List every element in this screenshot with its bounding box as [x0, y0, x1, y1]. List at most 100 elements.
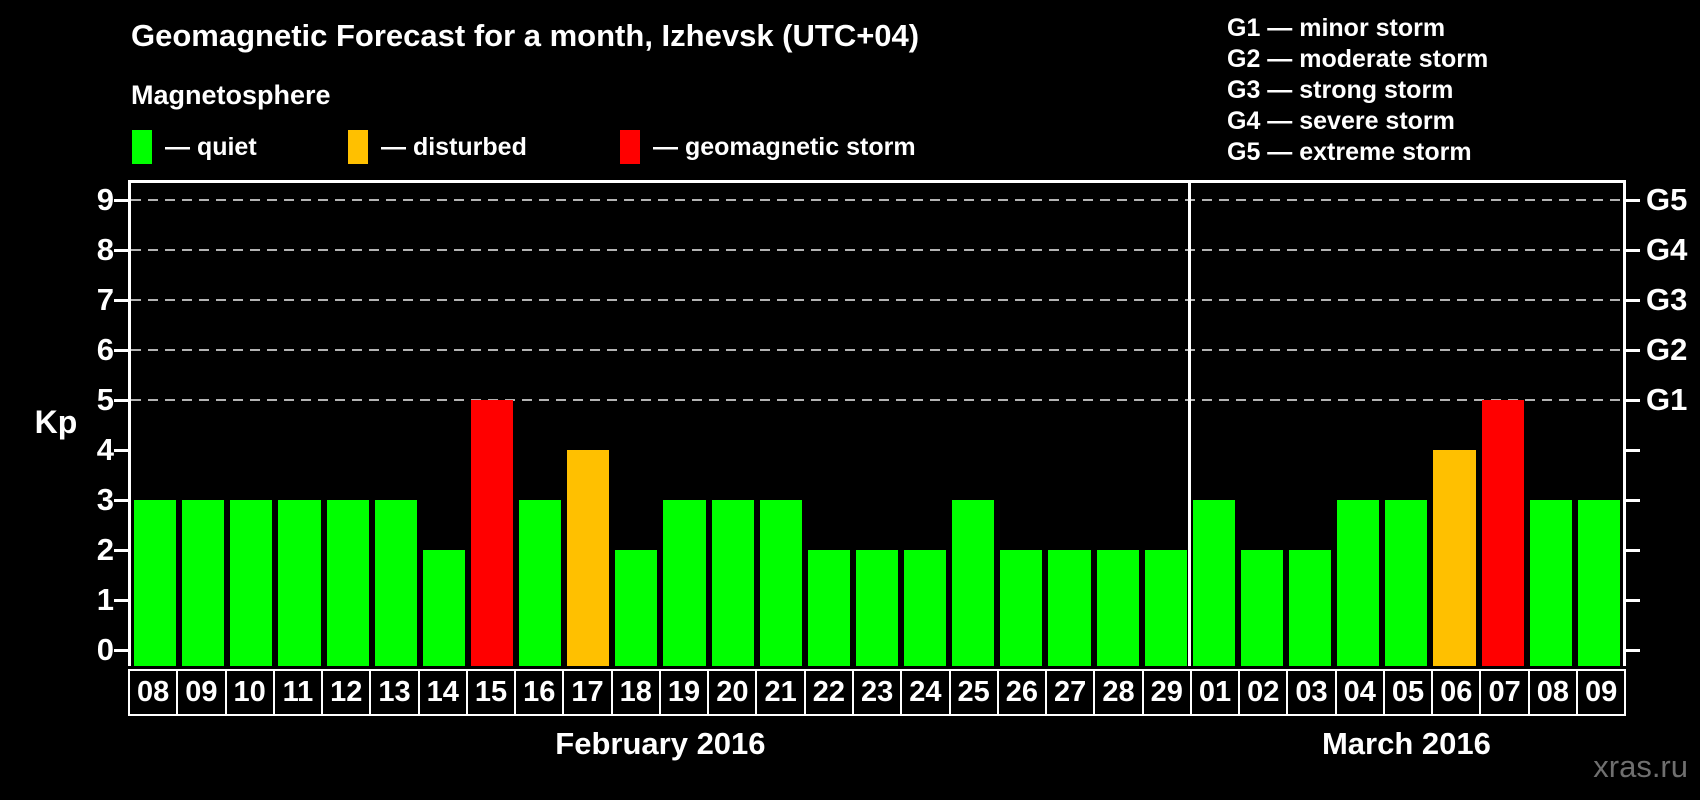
kp-bar-day-14 [422, 550, 465, 666]
storm-scale-legend-line-1: G1 — minor storm [1227, 14, 1446, 42]
disturbed-color-swatch-icon [348, 130, 368, 164]
legend-item-storm: — geomagnetic storm [620, 130, 916, 164]
g-level-label-G1: G1 [1646, 382, 1688, 417]
day-label-feb-15: 15 [468, 671, 517, 714]
day-label-feb-29: 29 [1144, 671, 1192, 714]
day-label-feb-23: 23 [854, 671, 903, 714]
day-label-feb-19: 19 [661, 671, 710, 714]
y-tick-label-9: 9 [96, 182, 114, 217]
kp-bar-day-01 [1192, 500, 1235, 666]
left-axis-tick-7 [114, 298, 128, 302]
day-label-feb-21: 21 [757, 671, 806, 714]
kp-bar-day-04 [1337, 500, 1380, 666]
kp-bar-day-10 [230, 500, 273, 666]
kp-bar-day-08 [1529, 500, 1572, 666]
storm-color-swatch-icon [620, 130, 640, 164]
right-axis-tick-6 [1626, 348, 1640, 352]
y-tick-label-3: 3 [96, 482, 114, 517]
kp-bar-day-11 [278, 500, 321, 666]
legend-item-label: — quiet [165, 133, 257, 161]
day-label-feb-22: 22 [806, 671, 854, 714]
day-label-mar-05: 05 [1385, 671, 1434, 714]
kp-bar-day-08 [134, 500, 177, 666]
kp-bar-day-26 [1000, 550, 1043, 666]
gridline-kp-8 [131, 249, 1623, 251]
chart-title: Geomagnetic Forecast for a month, Izhevs… [131, 18, 920, 53]
day-label-feb-17: 17 [564, 671, 613, 714]
left-axis-tick-2 [114, 548, 128, 552]
g-level-label-G4: G4 [1646, 232, 1688, 267]
day-label-mar-03: 03 [1288, 671, 1337, 714]
right-axis-tick-1 [1626, 598, 1640, 602]
kp-bar-day-09 [182, 500, 225, 666]
storm-scale-legend-line-5: G5 — extreme storm [1227, 138, 1472, 166]
day-label-feb-20: 20 [709, 671, 758, 714]
day-label-mar-06: 06 [1433, 671, 1482, 714]
kp-bar-day-24 [904, 550, 947, 666]
kp-bar-day-16 [519, 500, 562, 666]
day-label-mar-02: 02 [1240, 671, 1289, 714]
right-axis-tick-9 [1626, 198, 1640, 202]
day-label-mar-04: 04 [1337, 671, 1385, 714]
day-label-feb-18: 18 [613, 671, 661, 714]
kp-bar-day-12 [326, 500, 369, 666]
y-tick-label-7: 7 [96, 282, 114, 317]
day-label-feb-14: 14 [420, 671, 468, 714]
y-tick-label-2: 2 [96, 532, 114, 567]
right-axis-tick-5 [1626, 398, 1640, 402]
storm-scale-legend-line-3: G3 — strong storm [1227, 76, 1454, 104]
gridline-kp-5 [131, 399, 1623, 401]
left-axis-tick-1 [114, 598, 128, 602]
kp-bar-day-27 [1048, 550, 1091, 666]
day-label-mar-07: 07 [1481, 671, 1530, 714]
left-axis-tick-4 [114, 448, 128, 452]
kp-bar-day-02 [1240, 550, 1284, 666]
day-label-feb-24: 24 [902, 671, 951, 714]
day-label-feb-26: 26 [999, 671, 1048, 714]
day-label-feb-27: 27 [1047, 671, 1096, 714]
left-axis-tick-3 [114, 498, 128, 502]
day-label-feb-28: 28 [1095, 671, 1144, 714]
kp-bar-day-29 [1144, 550, 1187, 666]
g-level-label-G2: G2 [1646, 332, 1688, 367]
month-label-march: March 2016 [1321, 726, 1491, 761]
kp-bar-day-18 [615, 550, 658, 666]
day-label-mar-09: 09 [1584, 676, 1618, 708]
plot-inner [114, 183, 1640, 666]
left-axis-tick-6 [114, 348, 128, 352]
y-tick-label-1: 1 [96, 582, 114, 617]
left-axis-tick-5 [114, 398, 128, 402]
right-axis-tick-8 [1626, 248, 1640, 252]
day-label-feb-09: 09 [178, 671, 227, 714]
plot-area [114, 180, 1640, 666]
y-tick-label-8: 8 [96, 232, 114, 267]
watermark: xras.ru [1593, 749, 1688, 784]
y-tick-label-5: 5 [96, 382, 114, 417]
left-axis-tick-9 [114, 198, 128, 202]
kp-bar-day-07 [1481, 400, 1524, 666]
day-label-feb-08: 08 [130, 671, 179, 714]
kp-bar-day-21 [759, 500, 802, 666]
storm-scale-legend: G1 — minor storm G2 — moderate storm G3 — … [1227, 13, 1488, 168]
legend-item-label: — disturbed [381, 133, 527, 161]
month-label-february: February 2016 [555, 726, 766, 761]
kp-bar-day-19 [663, 500, 706, 666]
storm-scale-legend-line-2: G2 — moderate storm [1227, 45, 1489, 73]
legend-item-label: — geomagnetic storm [653, 133, 916, 161]
kp-bar-day-05 [1385, 500, 1428, 666]
right-axis-tick-4 [1626, 448, 1640, 452]
right-axis-tick-7 [1626, 298, 1640, 302]
legend-item-disturbed: — disturbed [348, 130, 527, 164]
right-axis-tick-0 [1626, 648, 1640, 652]
day-label-feb-11: 11 [275, 671, 324, 714]
day-label-feb-12: 12 [323, 671, 372, 714]
storm-scale-legend-line-4: G4 — severe storm [1227, 107, 1455, 135]
kp-bar-day-23 [855, 550, 899, 666]
magnetosphere-label: Magnetosphere [131, 80, 331, 110]
gridline-kp-9 [131, 199, 1623, 201]
y-axis-title: Kp [34, 404, 78, 440]
day-label-feb-25: 25 [951, 671, 999, 714]
kp-bar-day-25 [952, 500, 995, 666]
day-label-mar-01: 01 [1192, 671, 1241, 714]
day-label-mar-08: 08 [1530, 671, 1578, 714]
